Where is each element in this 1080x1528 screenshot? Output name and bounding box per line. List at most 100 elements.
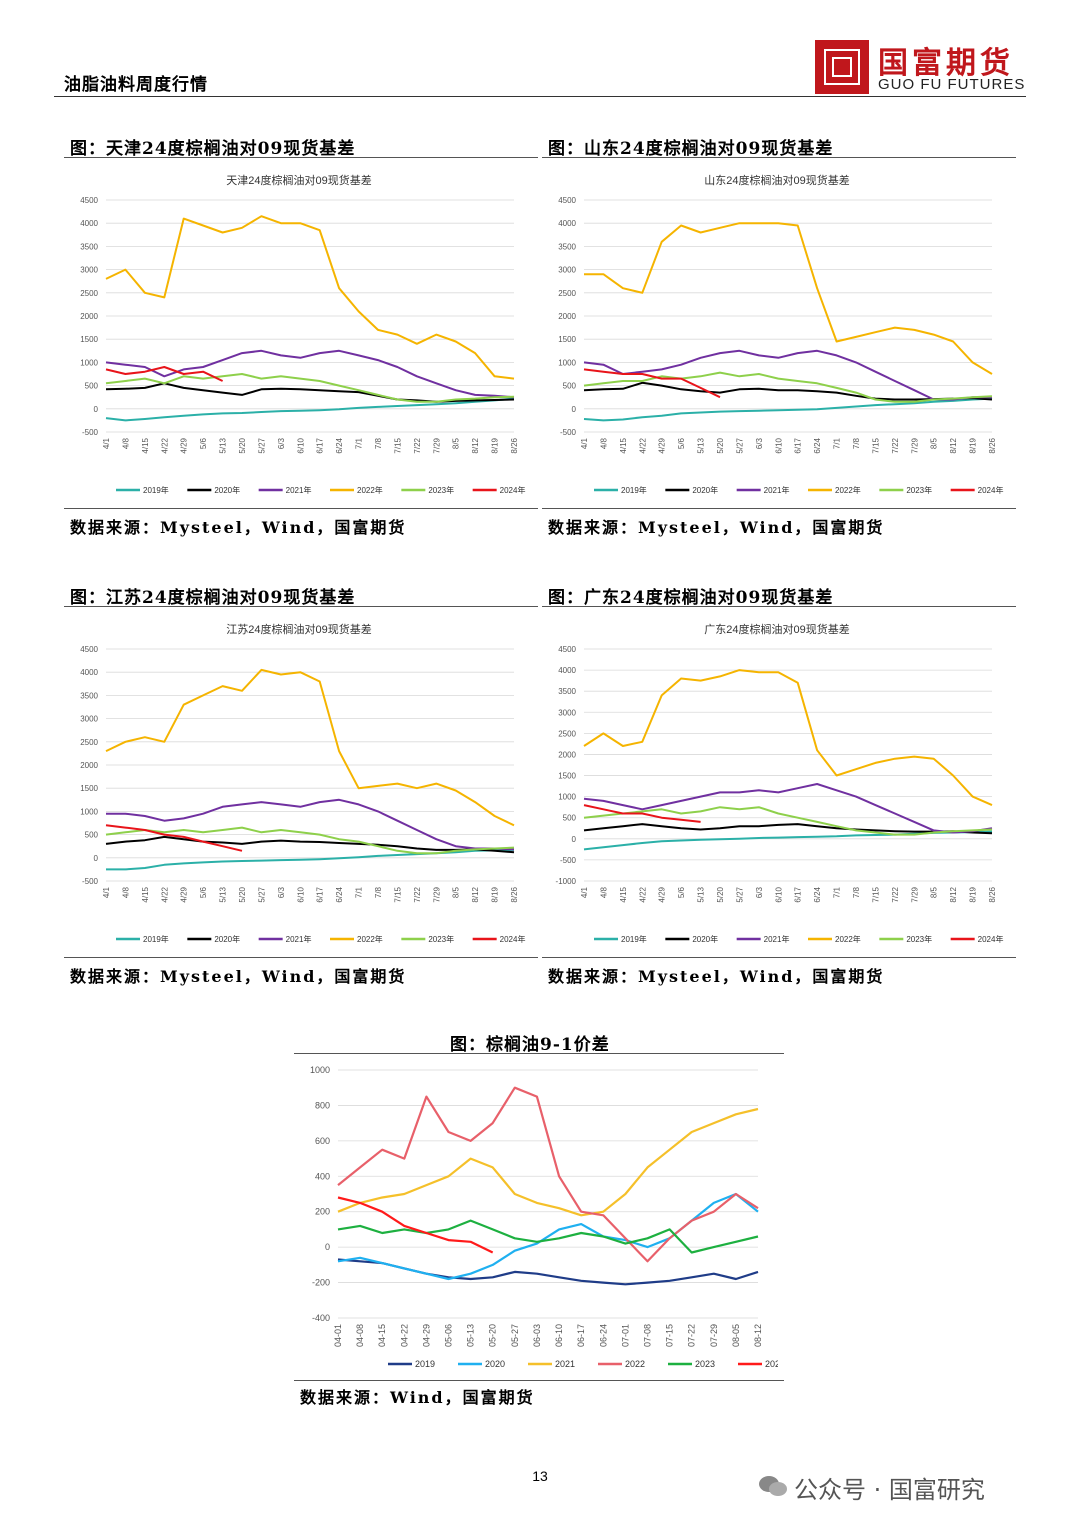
x-tick-label: 04-08 [355,1324,365,1347]
header-divider [54,96,1026,97]
x-tick-label: 7/29 [432,886,441,902]
x-tick-label: 4/22 [638,886,647,902]
x-tick-label: 6/10 [296,886,305,902]
legend-label: 2023年 [906,485,932,495]
legend-label: 2020年 [692,485,718,495]
series-line [583,397,993,422]
legend-label: 2020 [485,1359,505,1369]
series-line [106,848,515,871]
y-tick-label: 3000 [558,266,576,275]
y-tick-label: 3000 [558,708,576,717]
x-tick-label: 7/8 [374,437,383,449]
y-tick-label: 2000 [80,761,98,770]
series-line [337,1258,759,1286]
series-line [583,368,721,399]
x-tick-label: 4/29 [658,886,667,902]
series-line [583,349,992,401]
y-tick-label: -500 [560,428,577,437]
chart-tianjin-basis: 天津24度棕榈油对09现货基差 4500 4000 3500 3000 2500 2000 1… [80,173,525,495]
x-tick-label: 04-22 [399,1324,409,1347]
x-tick-label: 5/6 [677,886,686,898]
x-tick-label: 07-22 [687,1324,697,1347]
y-tick-label: 2500 [558,289,576,298]
x-tick-label: 8/19 [491,886,500,902]
series-line [337,1196,494,1254]
x-tick-label: 05-27 [510,1324,520,1347]
x-tick-label: 8/12 [471,437,480,453]
x-tick-label: 06-03 [532,1324,542,1347]
x-tick-label: 5/27 [735,886,744,902]
x-tick-label: 8/5 [452,437,461,449]
x-tick-label: 4/29 [180,886,189,902]
figure-title: 图：江苏24度棕榈油对09现货基差 [70,588,356,608]
y-tick-label: 1000 [310,1065,330,1075]
x-tick-label: 7/15 [871,437,880,453]
legend-label: 2019年 [143,485,169,495]
chart-title: 江苏24度棕榈油对09现货基差 [226,622,371,636]
x-tick-label: 7/1 [833,886,842,898]
x-tick-label: 08-12 [753,1324,763,1347]
x-tick-label: 6/10 [296,437,305,453]
series-line [337,1192,759,1281]
series-line [105,668,515,827]
legend-label: 2022 [625,1359,645,1369]
x-tick-label: 8/12 [949,886,958,902]
y-tick-label: 1500 [558,335,576,344]
figure-source-rule [64,957,538,958]
x-tick-label: 07-15 [665,1324,675,1347]
y-tick-label: -1000 [556,877,577,886]
y-tick-label: 4000 [80,219,98,228]
x-tick-label: 4/1 [102,437,111,449]
series-line [583,783,993,834]
y-tick-label: 800 [315,1100,330,1110]
x-tick-label: 6/17 [794,437,803,453]
y-tick-label: 4000 [80,668,98,677]
x-tick-label: 06-17 [576,1324,586,1347]
x-tick-label: 05-13 [466,1324,476,1347]
legend-label: 2024年 [500,934,526,944]
y-tick-label: 2500 [80,289,98,298]
x-tick-label: 6/17 [316,437,325,453]
figure-source: 数据来源：Mysteel，Wind，国富期货 [548,967,885,986]
x-tick-label: 4/15 [619,437,628,453]
figure-title: 图：棕榈油9-1价差 [450,1035,610,1055]
x-tick-label: 4/29 [658,437,667,453]
x-tick-label: 4/15 [619,886,628,902]
series-line [583,371,993,403]
legend-label: 2024年 [978,934,1004,944]
x-tick-label: 8/19 [491,437,500,453]
x-tick-label: 7/29 [910,886,919,902]
x-tick-label: 8/26 [988,886,997,902]
x-tick-label: 08-05 [731,1324,741,1347]
figure-source-rule [294,1380,784,1381]
y-tick-label: 500 [563,382,577,391]
x-tick-label: 6/3 [755,886,764,898]
y-tick-label: 3000 [80,266,98,275]
y-tick-label: 0 [572,405,577,414]
x-tick-label: 7/22 [413,886,422,902]
legend-label: 2019 [415,1359,435,1369]
x-tick-label: 6/24 [335,886,344,902]
y-tick-label: 1000 [558,358,576,367]
legend-label: 2021 [555,1359,575,1369]
legend-label: 2023年 [428,485,454,495]
wechat-account: 公众号 · 国富研究 [794,1476,985,1504]
figure-title-rule [542,157,1016,158]
x-tick-label: 8/12 [471,886,480,902]
x-tick-label: 8/26 [510,886,519,902]
y-tick-label: -500 [560,856,577,865]
chart-jiangsu-basis: 江苏24度棕榈油对09现货基差 4500 4000 3500 3000 2500 2000 1… [80,622,526,944]
series-line [105,824,243,852]
series-line [105,397,515,422]
x-tick-label: 6/17 [316,886,325,902]
y-tick-label: 2000 [558,750,576,759]
x-tick-label: 5/6 [199,437,208,449]
x-tick-label: 7/1 [355,886,364,898]
series-line [105,349,515,399]
x-tick-label: 8/5 [930,886,939,898]
x-tick-label: 7/22 [891,437,900,453]
x-tick-label: 04-29 [421,1324,431,1347]
x-tick-label: 7/15 [871,886,880,902]
x-tick-label: 5/27 [735,437,744,453]
legend-label: 2020年 [214,485,240,495]
